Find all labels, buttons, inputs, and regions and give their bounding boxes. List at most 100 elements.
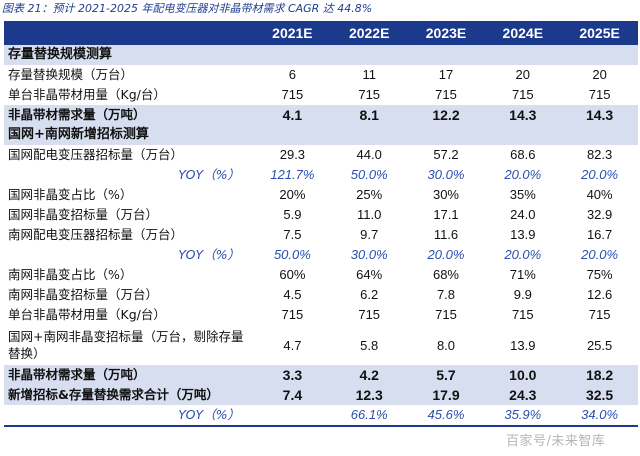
- value-cell: 40%: [586, 187, 613, 202]
- row-label: 国网+南网非晶变招标量（万台，剔除存量替换）: [8, 329, 244, 361]
- value-cell: 12.2: [407, 105, 485, 125]
- value-cell: 6: [288, 67, 297, 82]
- value-cell: 45.6%: [407, 405, 485, 427]
- row-label: YOY（%）: [4, 405, 254, 427]
- value-cell: 35%: [509, 187, 536, 202]
- value-cell: 4.2: [330, 365, 408, 385]
- value-cell: [254, 45, 331, 65]
- table-row: 非晶带材需求量（万吨） 4.1 8.1 12.2 14.3 14.3: [4, 105, 638, 125]
- value-cell: 17.9: [407, 385, 485, 405]
- value-cell: 121.7%: [270, 167, 315, 182]
- row-label: 南网非晶变占比（%）: [8, 267, 133, 282]
- value-cell: [407, 45, 485, 65]
- value-cell: 20: [515, 67, 531, 82]
- value-cell: 20: [592, 67, 607, 82]
- figure-caption: 图表 21：预计 2021-2025 年配电变压器对非晶带材需求 CAGR 达 …: [2, 2, 373, 15]
- value-cell: 30.0%: [350, 247, 388, 262]
- value-cell: 8.1: [330, 105, 408, 125]
- value-cell: 60%: [279, 267, 306, 282]
- row-label: 非晶带材需求量（万吨）: [4, 105, 254, 125]
- value-cell: 66.1%: [330, 405, 408, 427]
- value-cell: 10.0: [484, 365, 562, 385]
- table-row: 国网配电变压器招标量（万台） 29.3 44.0 57.2 68.6 82.3: [4, 145, 638, 165]
- value-cell: 30.0%: [427, 167, 465, 182]
- value-cell: 24.0: [510, 207, 536, 222]
- table-row: 南网配电变压器招标量（万台） 7.5 9.7 11.6 13.9 16.7: [4, 225, 638, 245]
- value-cell: [330, 125, 408, 145]
- table-row: 存量替换规模（万台） 6 11 17 20 20: [4, 65, 638, 85]
- value-cell: 68.6: [510, 147, 536, 162]
- value-cell: [484, 45, 562, 65]
- header-label-cell: [4, 21, 254, 45]
- value-cell: [561, 125, 638, 145]
- value-cell: 3.3: [254, 365, 331, 385]
- table-row: 新增招标&存量替换需求合计（万吨） 7.4 12.3 17.9 24.3 32.5: [4, 385, 638, 405]
- value-cell: 4.7: [283, 337, 302, 353]
- value-cell: 20.0%: [504, 247, 542, 262]
- value-cell: [561, 45, 638, 65]
- value-cell: 29.3: [279, 147, 306, 162]
- row-label: 国网非晶变占比（%）: [8, 187, 133, 202]
- value-cell: 20.0%: [427, 247, 465, 262]
- value-cell: 715: [358, 307, 381, 322]
- value-cell: 11: [362, 67, 376, 82]
- row-label: 国网配电变压器招标量（万台）: [8, 147, 184, 162]
- row-label: 单台非晶带材用量（Kg/台）: [8, 87, 166, 102]
- table-row: YOY（%） 121.7% 50.0% 30.0% 20.0% 20.0%: [4, 165, 638, 185]
- value-cell: 20.0%: [504, 167, 542, 182]
- demand-forecast-table: 2021E 2022E 2023E 2024E 2025E 存量替换规模测算 存量…: [4, 21, 638, 427]
- value-cell: 715: [588, 307, 611, 322]
- value-cell: 68%: [432, 267, 459, 282]
- value-cell: 25%: [356, 187, 383, 202]
- value-cell: [254, 405, 331, 427]
- value-cell: 35.9%: [484, 405, 562, 427]
- value-cell: 34.0%: [561, 405, 638, 427]
- value-cell: 71%: [509, 267, 536, 282]
- value-cell: [254, 125, 331, 145]
- table-row: 国网非晶变招标量（万台） 5.9 11.0 17.1 24.0 32.9: [4, 205, 638, 225]
- value-cell: 30%: [432, 187, 459, 202]
- value-cell: 6.2: [360, 287, 379, 302]
- row-label: 国网+南网新增招标测算: [4, 125, 254, 145]
- value-cell: [484, 125, 562, 145]
- table-row: 单台非晶带材用量（Kg/台） 715 715 715 715 715: [4, 85, 638, 105]
- value-cell: 715: [281, 307, 304, 322]
- table-row: 国网+南网非晶变招标量（万台，剔除存量替换） 4.7 5.8 8.0 13.9 25.5: [4, 325, 638, 365]
- table-row: 非晶带材需求量（万吨） 3.3 4.2 5.7 10.0 18.2: [4, 365, 638, 385]
- value-cell: 7.5: [283, 227, 302, 242]
- year-header: 2021E: [272, 25, 313, 41]
- value-cell: 11.6: [433, 227, 459, 242]
- value-cell: 14.3: [561, 105, 638, 125]
- table-row: 南网非晶变占比（%） 60% 64% 68% 71% 75%: [4, 265, 638, 285]
- value-cell: 17.1: [433, 207, 459, 222]
- value-cell: 8.0: [436, 337, 456, 353]
- value-cell: [407, 125, 485, 145]
- row-label: 非晶带材需求量（万吨）: [4, 365, 254, 385]
- value-cell: 32.5: [561, 385, 638, 405]
- value-cell: 715: [511, 307, 534, 322]
- year-header: 2025E: [579, 25, 620, 41]
- year-header: 2024E: [502, 25, 544, 41]
- value-cell: 11.0: [357, 207, 382, 222]
- table-row: 存量替换规模测算: [4, 45, 638, 65]
- year-header: 2023E: [425, 25, 467, 41]
- row-label: YOY（%）: [178, 167, 240, 182]
- value-cell: 715: [511, 87, 534, 102]
- row-label: 存量替换规模测算: [4, 45, 254, 65]
- value-cell: 7.4: [254, 385, 331, 405]
- value-cell: 4.1: [254, 105, 331, 125]
- row-label: 国网非晶变招标量（万台）: [8, 207, 159, 222]
- value-cell: 20.0%: [581, 167, 619, 182]
- value-cell: 5.9: [283, 207, 302, 222]
- value-cell: 13.9: [510, 337, 536, 353]
- table-row: 南网非晶变招标量（万台） 4.5 6.2 7.8 9.9 12.6: [4, 285, 638, 305]
- value-cell: [330, 45, 408, 65]
- value-cell: 18.2: [561, 365, 638, 385]
- value-cell: 64%: [356, 267, 383, 282]
- table-body: 存量替换规模测算 存量替换规模（万台） 6 11 17 20 20 单台非晶带材用量（Kg/台…: [4, 45, 638, 427]
- value-cell: 75%: [586, 267, 613, 282]
- table-row: 国网+南网新增招标测算: [4, 125, 638, 145]
- value-cell: 44.0: [356, 147, 382, 162]
- value-cell: 82.3: [586, 147, 613, 162]
- table-row: YOY（%） 50.0% 30.0% 20.0% 20.0% 20.0%: [4, 245, 638, 265]
